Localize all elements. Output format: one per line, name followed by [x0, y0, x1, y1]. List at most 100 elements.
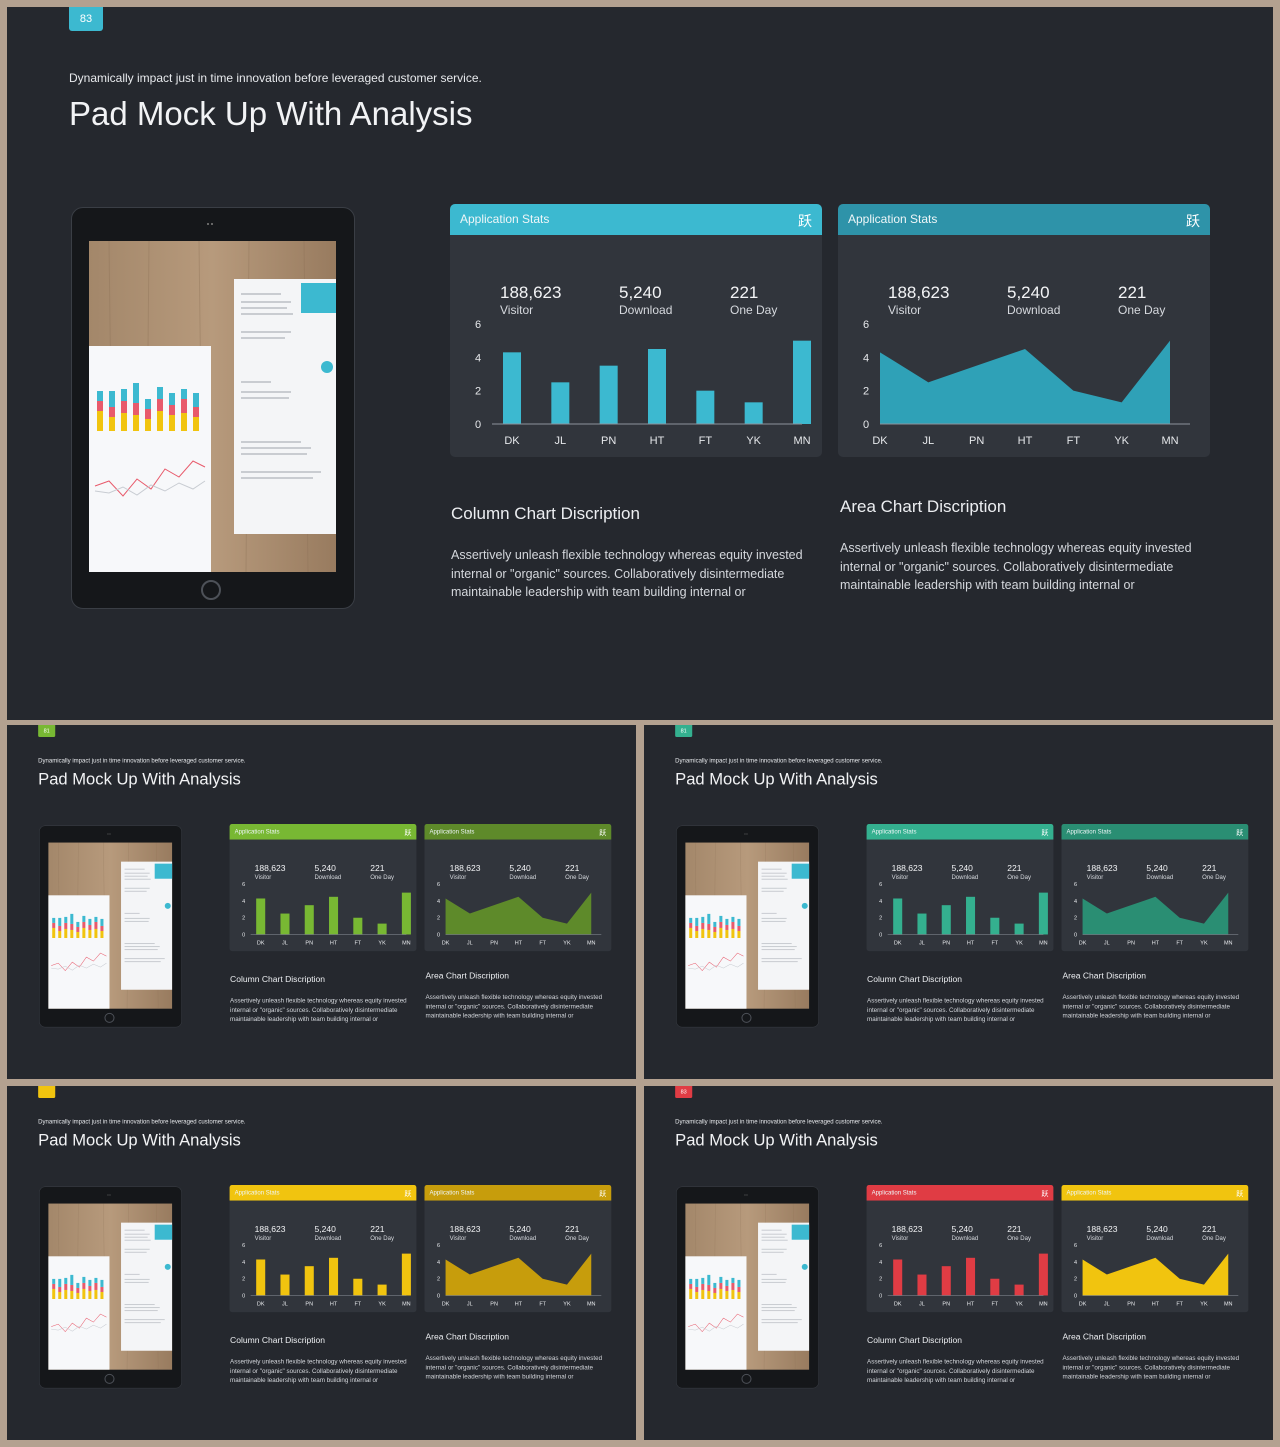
x-tick-label: JL [467, 1302, 473, 1308]
tablet-home-button [741, 1373, 752, 1384]
bar-YK [1014, 923, 1024, 935]
tablet-home-button [741, 1012, 752, 1023]
bar-FT [353, 917, 363, 935]
slide-content: 81 Dynamically impact just in time innov… [644, 725, 1273, 1079]
stat-oneday-label: One Day [370, 1234, 395, 1242]
stat-visitor-label: Visitor [449, 873, 467, 881]
stat-oneday-label: One Day [1007, 1234, 1032, 1242]
stat-oneday-value: 221 [1202, 1224, 1217, 1235]
x-tick-label: FT [1067, 435, 1081, 447]
area-chart-desc-title: Area Chart Discription [425, 971, 510, 981]
slide-content: 83 Dynamically impact just in time innov… [7, 7, 1273, 720]
x-tick-label: MN [587, 1302, 596, 1308]
slide-subtitle: Dynamically impact just in time innovati… [38, 757, 246, 765]
area-series [445, 892, 592, 935]
y-tick-label: 4 [242, 1260, 245, 1266]
column-panel-title: Application Stats [234, 1188, 280, 1197]
x-tick-label: DK [894, 1302, 902, 1308]
bar-DK [503, 352, 521, 424]
x-tick-label: YK [378, 941, 386, 947]
x-tick-label: PN [942, 1302, 950, 1308]
y-tick-label: 6 [879, 1243, 882, 1249]
y-tick-label: 4 [863, 352, 869, 364]
x-tick-label: PN [490, 941, 498, 947]
column-chart-desc-text: Assertively unleash flexible technology … [867, 1357, 1044, 1384]
column-panel-header: Application Stats 跃 [229, 823, 417, 840]
x-tick-label: MN [1224, 941, 1233, 947]
x-tick-label: MN [402, 1302, 411, 1308]
x-tick-label: HT [650, 435, 665, 447]
stat-oneday-value: 221 [565, 863, 580, 874]
x-tick-label: MN [1224, 1302, 1233, 1308]
area-series [880, 340, 1170, 424]
y-tick-label: 6 [1074, 1243, 1077, 1249]
x-tick-label: YK [563, 1302, 571, 1308]
stat-oneday-label: One Day [1118, 303, 1166, 317]
stat-download-value: 5,240 [314, 863, 336, 874]
bar-FT [990, 917, 1000, 935]
stat-visitor-value: 188,623 [1086, 863, 1118, 874]
tablet-screen-photo [89, 241, 336, 572]
area-series [1082, 892, 1229, 935]
slide-title: Pad Mock Up With Analysis [38, 769, 241, 788]
x-tick-label: DK [257, 941, 265, 947]
x-tick-label: FT [354, 1302, 361, 1308]
slide-title: Pad Mock Up With Analysis [69, 95, 473, 132]
x-tick-label: JL [282, 941, 288, 947]
x-tick-label: YK [378, 1302, 386, 1308]
bar-JL [280, 1274, 290, 1296]
area-chart: 0 2 4 6 DK JL PN HT FT YK MN [1074, 1243, 1239, 1308]
y-tick-label: 0 [242, 932, 245, 938]
x-tick-label: PN [942, 941, 950, 947]
slide-number-badge: 81 [675, 725, 693, 738]
column-chart-desc-title: Column Chart Discription [867, 1335, 962, 1346]
tablet-camera [107, 833, 111, 836]
bar-MN [1038, 1253, 1048, 1296]
x-tick-label: JL [919, 941, 925, 947]
x-tick-label: MN [1161, 435, 1178, 447]
column-panel-title: Application Stats [234, 827, 280, 836]
column-chart-panel: Application Stats 跃 188,623 Visitor 5,24… [866, 823, 1054, 952]
x-tick-label: FT [991, 941, 998, 947]
column-chart-panel: Application Stats 跃 188,623 Visitor 5,24… [229, 823, 417, 952]
area-series [445, 1253, 592, 1296]
slide-content: Dynamically impact just in time innovati… [7, 1086, 636, 1440]
stat-oneday-value: 221 [730, 283, 759, 302]
tablet-screen-photo [685, 1203, 810, 1370]
column-chart: 0 2 4 6 DK JL PN HT FT YK MN [242, 882, 411, 947]
stat-oneday-label: One Day [1202, 873, 1226, 881]
stat-oneday-value: 221 [370, 1224, 385, 1235]
tablet-mockup [676, 1186, 819, 1389]
column-chart-panel: Application Stats 跃 188,623 Visitor 5,24… [229, 1184, 417, 1313]
area-series [1082, 1253, 1229, 1296]
column-chart-desc-title: Column Chart Discription [867, 974, 962, 985]
x-tick-label: PN [305, 941, 313, 947]
stat-visitor-label: Visitor [254, 873, 272, 881]
stat-visitor-value: 188,623 [891, 1224, 923, 1235]
bar-DK [256, 898, 266, 935]
area-panel-title: Application Stats [429, 1188, 475, 1197]
stat-oneday-value: 221 [370, 863, 385, 874]
desk-photo-illustration [685, 842, 810, 1009]
y-tick-label: 6 [1074, 882, 1077, 888]
stat-visitor-label: Visitor [1086, 1234, 1104, 1242]
y-tick-label: 6 [879, 882, 882, 888]
bar-YK [377, 1284, 387, 1296]
bar-MN [793, 340, 811, 424]
column-chart-desc-text: Assertively unleash flexible technology … [230, 996, 407, 1023]
area-panel-title: Application Stats [1066, 827, 1112, 836]
tablet-mockup [71, 207, 355, 609]
x-tick-label: YK [746, 435, 761, 447]
slide-number-badge: 83 [675, 1086, 693, 1099]
x-tick-label: JL [555, 435, 567, 447]
area-chart-panel: Application Stats 跃 188,623 Visitor 5,24… [424, 823, 612, 952]
tablet-home-button [104, 1012, 115, 1023]
bar-DK [893, 898, 903, 935]
area-chart: 0 2 4 6 DK JL PN HT FT YK MN [437, 882, 602, 947]
tablet-camera [744, 1194, 748, 1197]
x-tick-label: JL [467, 941, 473, 947]
x-tick-label: FT [539, 1302, 546, 1308]
stat-download-value: 5,240 [951, 1224, 973, 1235]
stats-icon: 跃 [1236, 1189, 1244, 1198]
desk-photo-illustration [89, 241, 336, 572]
